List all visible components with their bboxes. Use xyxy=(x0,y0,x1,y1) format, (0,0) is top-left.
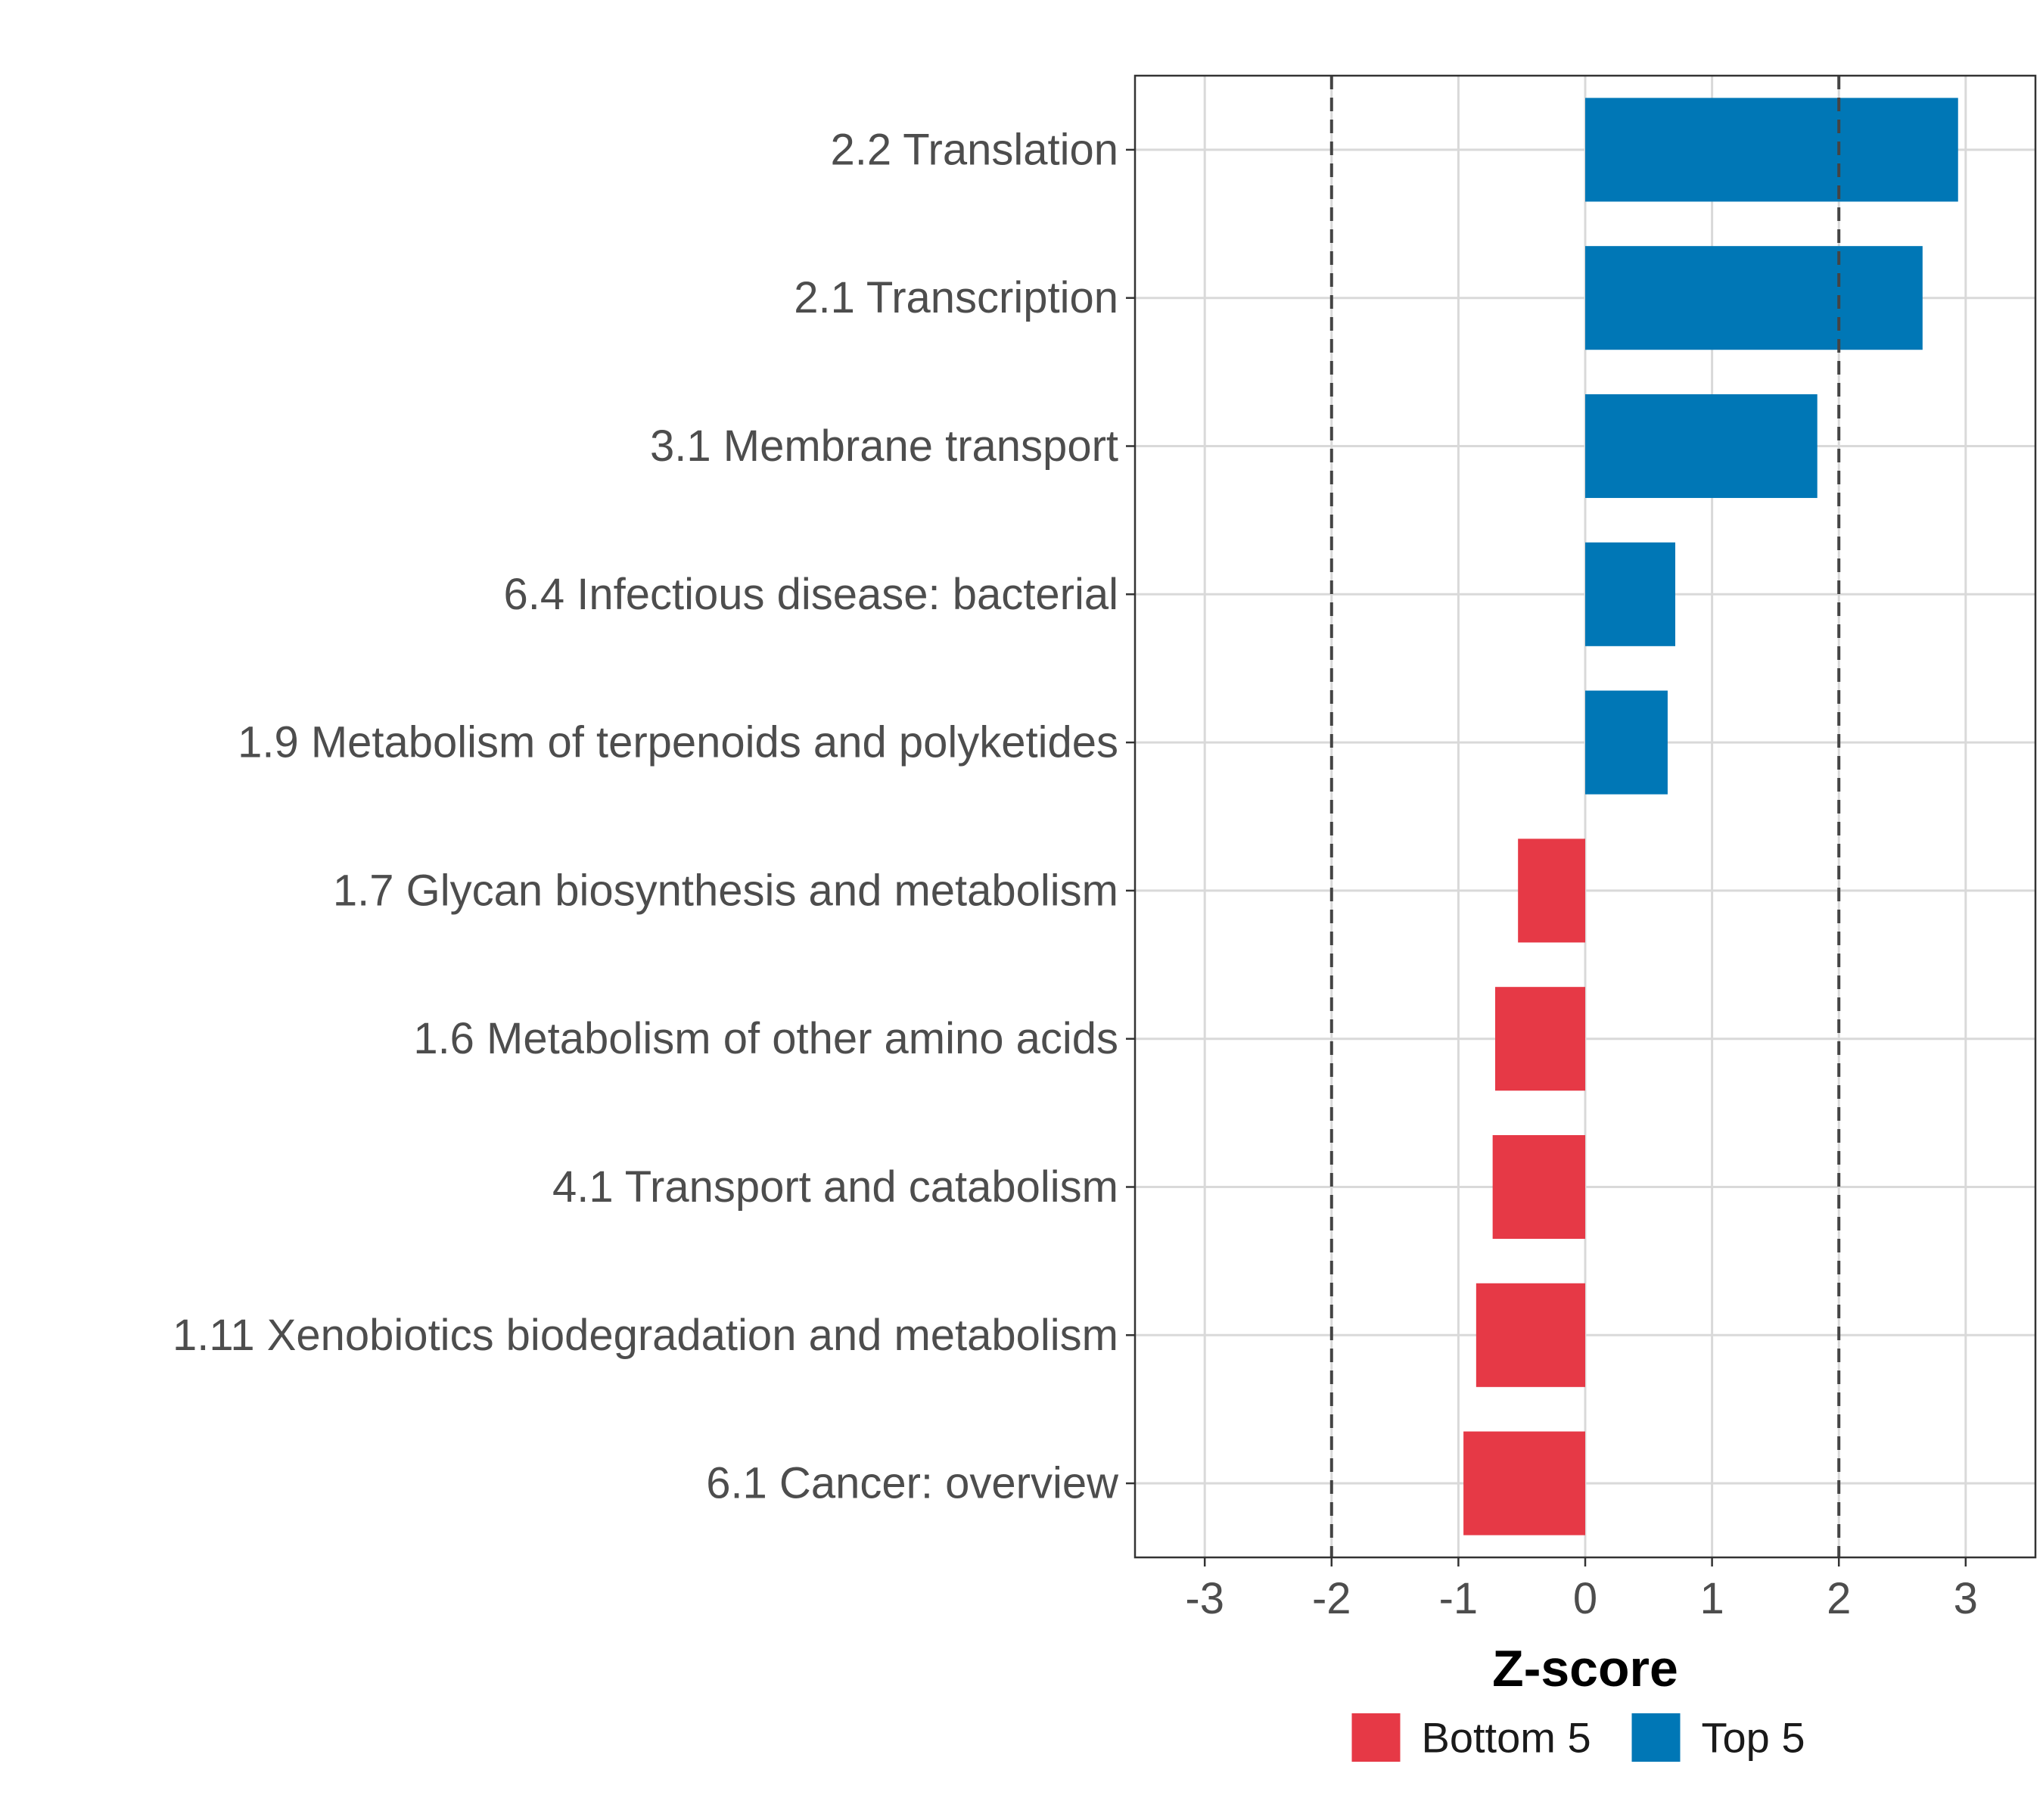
bar xyxy=(1492,1134,1585,1240)
bar xyxy=(1476,1283,1585,1387)
legend-key xyxy=(1351,1713,1401,1762)
category-label: 1.6 Metabolism of other amino acids xyxy=(413,1014,1118,1063)
category-label: 6.4 Infectious disease: bacterial xyxy=(504,570,1118,619)
category-label: 1.11 Xenobiotics biodegradation and meta… xyxy=(173,1311,1118,1360)
legend-key xyxy=(1631,1713,1681,1762)
x-tick-label: 3 xyxy=(1954,1574,1978,1623)
x-tick-label: -2 xyxy=(1312,1574,1351,1623)
bar xyxy=(1518,838,1585,943)
labels-layer: 2.2 Translation 2.1 Transcription 3.1 Memb… xyxy=(173,125,1978,1623)
x-tick-label: 1 xyxy=(1699,1574,1724,1623)
bar xyxy=(1585,246,1923,350)
bar xyxy=(1585,542,1675,646)
bars-layer xyxy=(1463,98,1958,1535)
x-axis-title: Z-score xyxy=(1492,1640,1678,1697)
ticks-layer xyxy=(1126,148,1967,1566)
category-label: 4.1 Transport and catabolism xyxy=(552,1162,1118,1212)
bar xyxy=(1463,1431,1585,1535)
bar xyxy=(1585,98,1958,202)
category-label: 6.1 Cancer: overview xyxy=(706,1459,1119,1508)
x-tick-label: 0 xyxy=(1573,1574,1597,1623)
category-label: 3.1 Membrane transport xyxy=(650,422,1118,471)
x-tick-label: -1 xyxy=(1439,1574,1479,1623)
bar xyxy=(1585,394,1818,499)
bar xyxy=(1495,987,1585,1091)
category-label: 2.1 Transcription xyxy=(794,273,1118,322)
legend: Bottom 5 Top 5 xyxy=(1351,1713,1805,1762)
legend-label: Bottom 5 xyxy=(1422,1714,1591,1762)
bar xyxy=(1585,690,1668,795)
legend-label: Top 5 xyxy=(1702,1714,1805,1762)
category-label: 2.2 Translation xyxy=(831,125,1118,174)
x-tick-label: -3 xyxy=(1185,1574,1224,1623)
reference-lines-layer xyxy=(1329,76,1841,1557)
category-label: 1.7 Glycan biosynthesis and metabolism xyxy=(333,866,1118,915)
category-label: 1.9 Metabolism of terpenoids and polyket… xyxy=(238,718,1118,767)
x-tick-label: 2 xyxy=(1827,1574,1851,1623)
